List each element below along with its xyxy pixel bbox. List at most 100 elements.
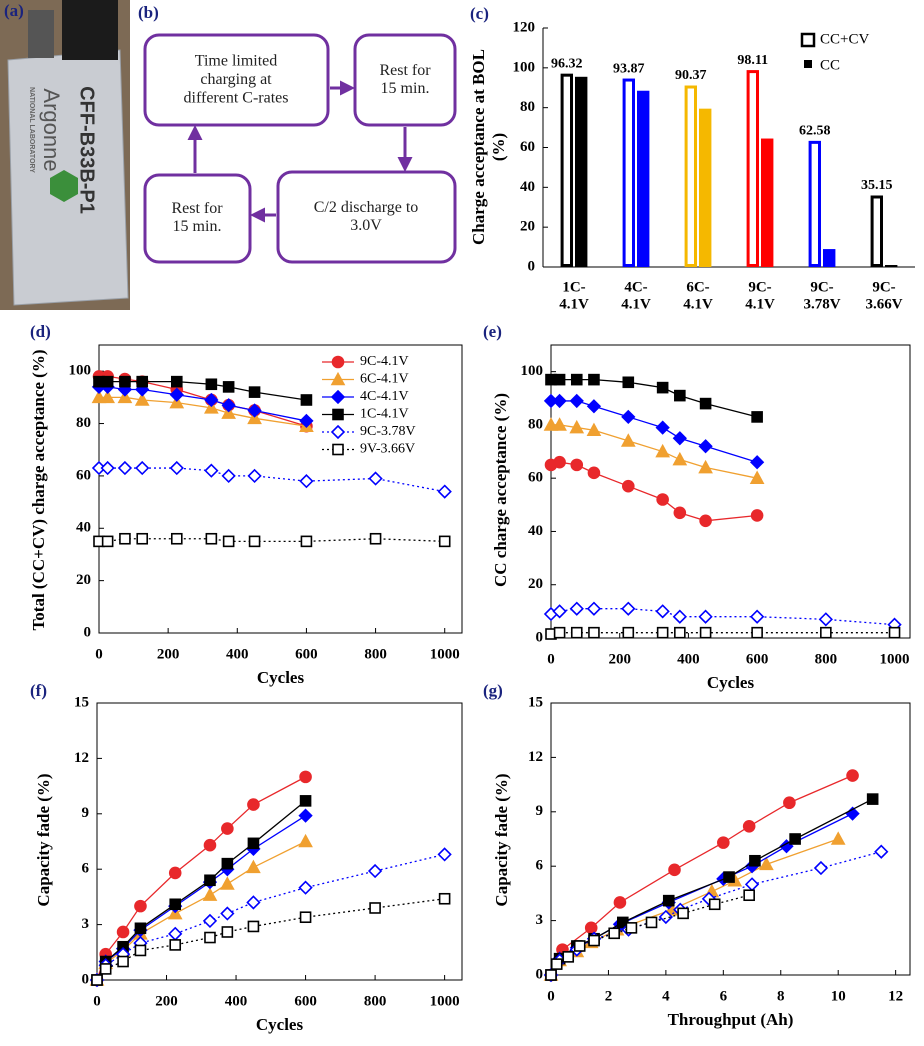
- data-point: [674, 626, 686, 639]
- plot-frame: [96, 702, 463, 981]
- data-point: [91, 974, 103, 986]
- panel-label: (f): [30, 681, 47, 700]
- y-axis-label: Capacity fade (%): [34, 773, 53, 906]
- y-tick-label: 100: [69, 363, 92, 379]
- data-point: [789, 833, 801, 845]
- legend-marker: [330, 389, 346, 405]
- data-point: [813, 860, 829, 876]
- series-line: [99, 467, 445, 493]
- data-point: [204, 874, 216, 887]
- data-point: [298, 880, 313, 895]
- data-point: [220, 906, 235, 921]
- series-line: [550, 608, 895, 626]
- bar: [699, 108, 712, 267]
- x-tick-label: 9C-3.78V: [803, 280, 840, 313]
- y-tick-label: 80: [76, 415, 91, 431]
- y-tick-label: 6: [82, 861, 90, 877]
- data-point: [656, 493, 669, 506]
- y-tick-label: 15: [74, 694, 89, 710]
- data-point: [299, 413, 314, 429]
- y-tick-label: 20: [528, 576, 543, 592]
- x-tick-label: 0: [95, 646, 103, 662]
- data-point: [668, 863, 681, 877]
- x-axis-label: Throughput (Ah): [668, 1010, 794, 1029]
- y-tick-label: 60: [520, 139, 535, 155]
- legend-swatch: [800, 32, 816, 48]
- data-point: [698, 609, 713, 624]
- data-point: [117, 460, 133, 476]
- data-point: [222, 535, 235, 548]
- data-point: [621, 601, 636, 616]
- data-point: [699, 397, 712, 410]
- data-point: [204, 463, 219, 478]
- data-point: [570, 458, 584, 472]
- legend-label: CC: [820, 57, 840, 73]
- data-point: [569, 601, 584, 616]
- y-tick-label: 9: [536, 803, 544, 819]
- y-tick-label: 3: [536, 912, 544, 928]
- x-tick-label: 9C-4.1V: [745, 280, 775, 313]
- data-point: [205, 532, 218, 545]
- data-point: [119, 375, 131, 388]
- data-point: [300, 535, 313, 548]
- node-box: [276, 170, 457, 264]
- series-line: [550, 813, 853, 976]
- data-point: [100, 460, 115, 476]
- data-point: [221, 468, 236, 484]
- x-tick-label: 200: [608, 651, 631, 667]
- x-tick-label: 600: [294, 993, 317, 1009]
- data-point: [888, 626, 901, 639]
- data-point: [202, 913, 218, 929]
- y-axis-label: CC charge acceptance (%): [491, 393, 510, 587]
- data-point: [168, 926, 183, 941]
- x-tick-label: 800: [364, 646, 387, 662]
- data-point: [759, 856, 774, 871]
- data-point: [299, 770, 312, 784]
- series-line: [550, 851, 882, 976]
- data-point: [608, 927, 620, 940]
- data-point: [588, 934, 600, 947]
- data-point: [134, 944, 147, 957]
- legend-label: 4C-4.1V: [360, 389, 409, 404]
- legend-marker: [332, 408, 344, 421]
- y-tick-label: 40: [528, 523, 543, 539]
- bar: [746, 70, 759, 267]
- x-tick-label: 4C-4.1V: [621, 280, 651, 313]
- data-point: [203, 838, 217, 852]
- value-label: 35.15: [861, 178, 893, 193]
- data-point: [677, 907, 689, 920]
- cell-tab: [28, 10, 54, 58]
- plot-frame: [550, 702, 911, 976]
- node-label: Rest for 15 min.: [171, 199, 223, 234]
- node-box: [353, 33, 457, 127]
- x-tick-label: 6C-4.1V: [683, 280, 713, 313]
- bar: [575, 76, 588, 267]
- x-tick-label: 0: [93, 993, 101, 1009]
- x-tick-label: 1000: [430, 646, 460, 662]
- data-point: [369, 902, 381, 914]
- data-point: [698, 459, 713, 474]
- data-point: [367, 863, 383, 879]
- data-point: [699, 626, 712, 639]
- data-point: [99, 963, 112, 975]
- data-point: [221, 926, 234, 938]
- legend-marker: [331, 355, 345, 369]
- data-point: [221, 398, 236, 413]
- bar: [870, 195, 883, 267]
- data-point: [674, 389, 686, 402]
- data-point: [584, 921, 598, 935]
- data-point: [846, 769, 859, 782]
- data-point: [708, 898, 721, 911]
- data-point: [119, 532, 131, 545]
- x-tick-label: 0: [547, 651, 555, 667]
- data-point: [586, 399, 602, 414]
- y-tick-label: 0: [84, 624, 92, 640]
- x-tick-label: 800: [364, 993, 387, 1009]
- data-point: [658, 909, 674, 925]
- data-point: [751, 626, 763, 639]
- data-point: [202, 887, 218, 901]
- data-point: [168, 866, 182, 880]
- data-point: [625, 922, 638, 934]
- y-tick-label: 20: [76, 572, 91, 588]
